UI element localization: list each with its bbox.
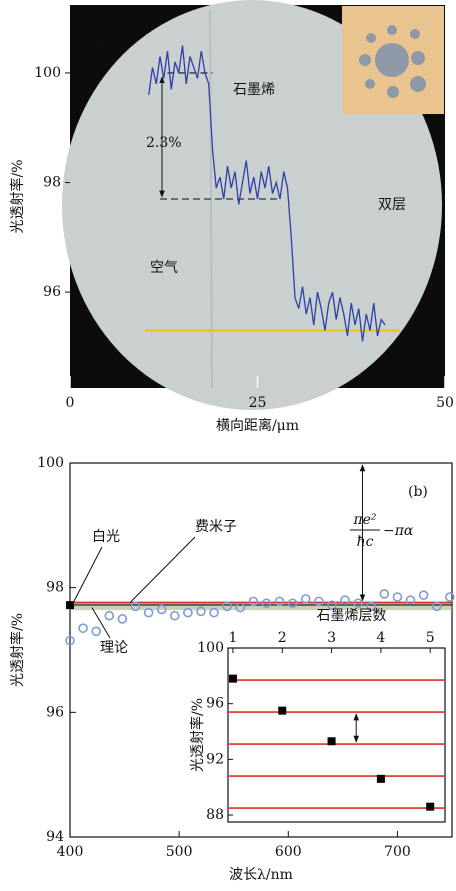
y-tick-label: 98: [46, 580, 64, 596]
y-tick-label: 98: [43, 175, 61, 191]
formula-denominator: ħc: [357, 534, 374, 550]
figure: 969810002550横向距离/μm光透射率/%石墨烯双层空气2.3%(a)9…: [0, 0, 456, 891]
data-point: [420, 591, 428, 599]
x-tick-label: 5: [426, 630, 435, 646]
data-point: [276, 597, 284, 605]
panel-label: (a): [90, 32, 109, 48]
y-axis-label: 光透射率/%: [189, 698, 206, 772]
y-tick-label: 100: [34, 65, 61, 81]
data-point: [92, 627, 100, 635]
x-tick-label: 500: [166, 844, 193, 860]
white-light-marker: [66, 601, 74, 609]
data-point: [229, 675, 237, 683]
x-tick-label: 1: [228, 630, 237, 646]
data-point: [393, 593, 401, 601]
data-point: [118, 615, 126, 623]
line-label: 理论: [100, 640, 128, 656]
x-tick-label: 50: [436, 395, 454, 411]
leader: [130, 537, 195, 603]
annotation: 2.3%: [146, 135, 182, 151]
data-point: [79, 624, 87, 632]
x-tick-label: 0: [66, 395, 75, 411]
x-tick-label: 4: [376, 630, 385, 646]
data-point: [377, 775, 385, 783]
data-point: [105, 612, 113, 620]
line-label: 费米子: [195, 519, 237, 535]
y-tick-label: 96: [43, 284, 61, 300]
inset-title: 石墨烯层数: [317, 608, 387, 624]
x-tick-label: 700: [384, 844, 411, 860]
data-point: [328, 737, 336, 745]
annotation: 空气: [150, 260, 178, 276]
x-tick-label: 2: [278, 630, 287, 646]
annotation: 双层: [378, 197, 406, 213]
data-point: [315, 597, 323, 605]
data-point: [380, 590, 388, 598]
x-axis-label: 波长λ/nm: [229, 867, 293, 883]
y-tick-label: 94: [46, 829, 64, 845]
y-tick-label: 92: [206, 751, 224, 767]
data-point: [426, 803, 434, 811]
x-tick-label: 25: [249, 395, 267, 411]
panel-label: (b): [408, 484, 428, 500]
y-axis-label: 光透射率/%: [9, 159, 26, 233]
data-point: [249, 597, 257, 605]
leader: [72, 547, 102, 605]
annotation: 石墨烯: [233, 82, 275, 98]
formula-rest: −πα: [383, 523, 414, 539]
y-tick-label: 96: [206, 696, 224, 712]
inset-frame: [228, 648, 445, 822]
data-point: [278, 707, 286, 715]
y-axis-label: 光透射率/%: [9, 613, 26, 687]
data-point: [446, 593, 454, 601]
y-tick-label: 88: [206, 807, 224, 823]
inset-photo: [342, 6, 444, 114]
x-tick-label: 600: [275, 844, 302, 860]
line-label: 白光: [92, 529, 120, 545]
x-axis-label: 横向距离/μm: [216, 417, 299, 434]
x-tick-label: 3: [327, 630, 336, 646]
data-point: [171, 612, 179, 620]
formula-numerator: πe²: [352, 512, 376, 528]
y-tick-label: 96: [46, 704, 64, 720]
x-tick-label: 400: [57, 844, 84, 860]
y-tick-label: 100: [197, 640, 224, 656]
y-tick-label: 100: [37, 455, 64, 471]
